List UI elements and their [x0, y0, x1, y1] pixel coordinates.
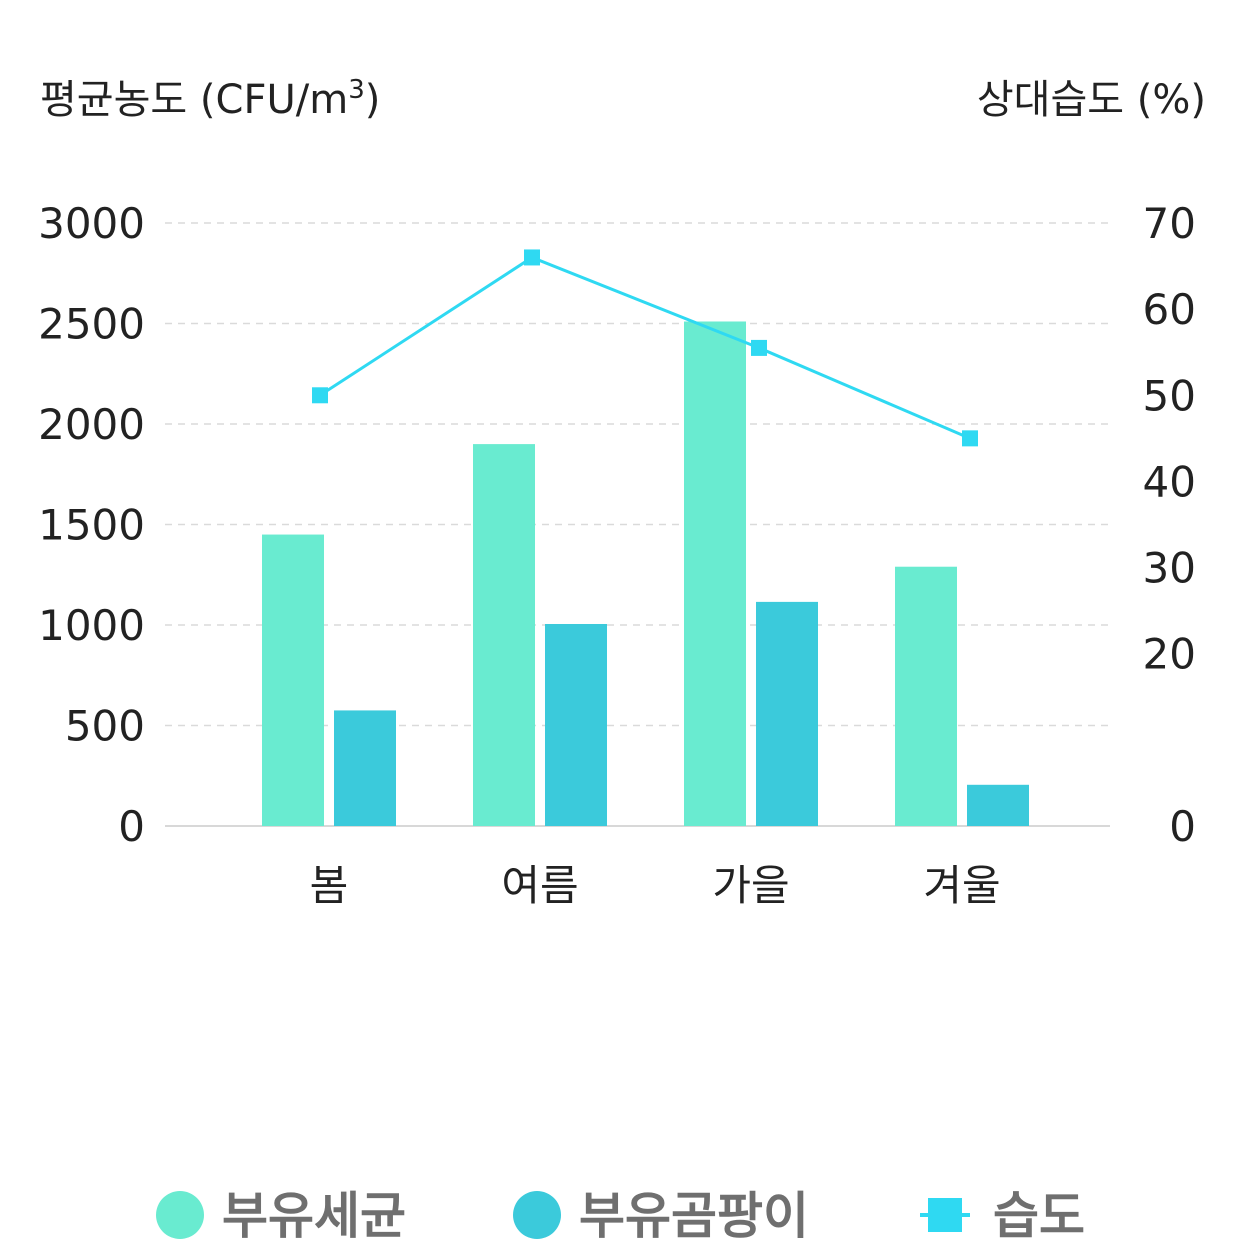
y2-axis-title: 상대습도 (%)	[977, 77, 1206, 123]
bar-bacteria	[684, 321, 746, 826]
left-tick-label: 1500	[38, 501, 145, 550]
legend-label: 부유세균	[222, 1187, 406, 1245]
right-tick-label: 70	[1143, 199, 1196, 248]
humidity-line	[319, 255, 971, 440]
humidity-point	[962, 430, 978, 447]
y-axis-title-main: 평균농도 (CFU/m	[40, 77, 348, 123]
category-label: 겨울	[923, 861, 1000, 910]
y-axis-title-close: )	[365, 77, 381, 123]
category-labels: 봄 여름 가을 겨울	[310, 861, 1001, 910]
right-axis-ticks: 0 20 30 40 50 60 70	[1143, 199, 1196, 851]
left-axis-ticks: 0 500 1000 1500 2000 2500 3000	[38, 199, 145, 851]
left-tick-label: 500	[65, 702, 145, 751]
left-tick-label: 0	[118, 802, 145, 851]
category-label: 여름	[501, 861, 578, 910]
left-tick-label: 1000	[38, 601, 145, 650]
bar-fungi	[545, 623, 607, 826]
legend: 부유세균 부유곰팡이 습도	[156, 1187, 1085, 1245]
humidity-line-layer	[312, 249, 978, 447]
humidity-point	[312, 387, 328, 404]
legend-label: 습도	[993, 1187, 1085, 1245]
bar-fungi	[967, 784, 1029, 826]
humidity-point	[751, 339, 767, 356]
right-tick-label: 0	[1169, 802, 1196, 851]
bar-fungi	[756, 601, 818, 826]
legend-swatch-humidity-marker	[928, 1198, 962, 1232]
right-tick-label: 50	[1143, 371, 1196, 420]
legend-swatch-bacteria	[156, 1191, 204, 1239]
right-tick-label: 40	[1143, 457, 1196, 506]
humidity-point	[524, 249, 540, 266]
y-axis-title-superscript: 3	[348, 75, 365, 105]
right-tick-label: 20	[1143, 630, 1196, 679]
bar-bacteria	[262, 534, 324, 826]
left-tick-label: 2500	[38, 300, 145, 349]
bar-bacteria	[895, 566, 957, 826]
left-tick-label: 2000	[38, 400, 145, 449]
legend-swatch-fungi	[513, 1191, 561, 1239]
right-tick-label: 30	[1143, 544, 1196, 593]
left-tick-label: 3000	[38, 199, 145, 248]
bars-layer	[262, 321, 1029, 826]
category-label: 가을	[712, 861, 789, 910]
category-label: 봄	[310, 861, 349, 910]
bar-fungi	[334, 710, 396, 826]
y-axis-title: 평균농도 (CFU/m3)	[40, 75, 380, 123]
bar-bacteria	[473, 444, 535, 826]
legend-label: 부유곰팡이	[579, 1187, 809, 1245]
right-tick-label: 60	[1143, 285, 1196, 334]
